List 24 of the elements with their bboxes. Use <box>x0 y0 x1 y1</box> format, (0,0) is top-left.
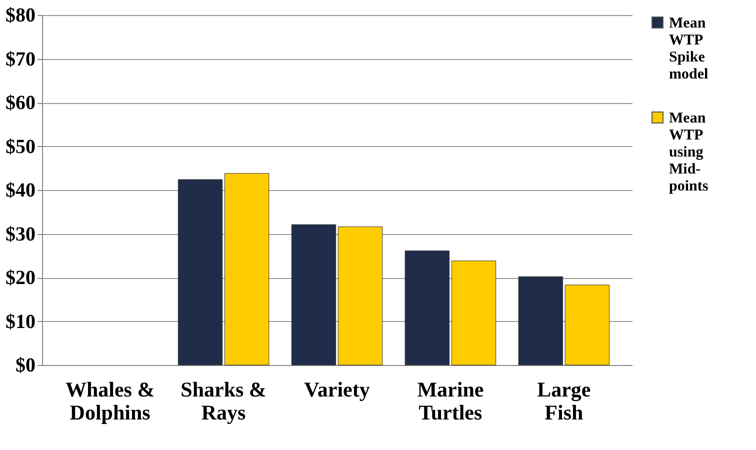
y-tick-label: $40 <box>6 180 36 202</box>
bar <box>291 224 336 366</box>
x-tick-label: Variety <box>304 378 370 402</box>
bar <box>404 250 450 366</box>
legend-label: Mean WTP using Mid-points <box>669 110 708 194</box>
bar <box>451 260 496 366</box>
bar <box>564 284 610 366</box>
bar <box>178 179 223 366</box>
y-tick-label: $30 <box>6 223 36 246</box>
x-tick-label: Marine Turtles <box>417 378 484 424</box>
bar <box>224 173 270 366</box>
x-tick-label: Large Fish <box>537 378 591 424</box>
y-tick-label: $0 <box>16 354 36 376</box>
y-tick-label: $80 <box>6 4 36 26</box>
legend-label: Mean WTP Spike model <box>669 16 708 82</box>
y-tick-label: $10 <box>6 310 36 333</box>
x-tick-label: Sharks & Rays <box>180 378 266 424</box>
y-tick-label: $50 <box>6 136 36 158</box>
x-tick-label: Whales & Dolphins <box>65 378 155 424</box>
y-tick-label: $70 <box>6 48 36 70</box>
y-tick-label: $60 <box>6 92 36 114</box>
bar <box>338 226 383 366</box>
y-tick-label: $20 <box>6 267 36 289</box>
bar <box>518 276 564 366</box>
